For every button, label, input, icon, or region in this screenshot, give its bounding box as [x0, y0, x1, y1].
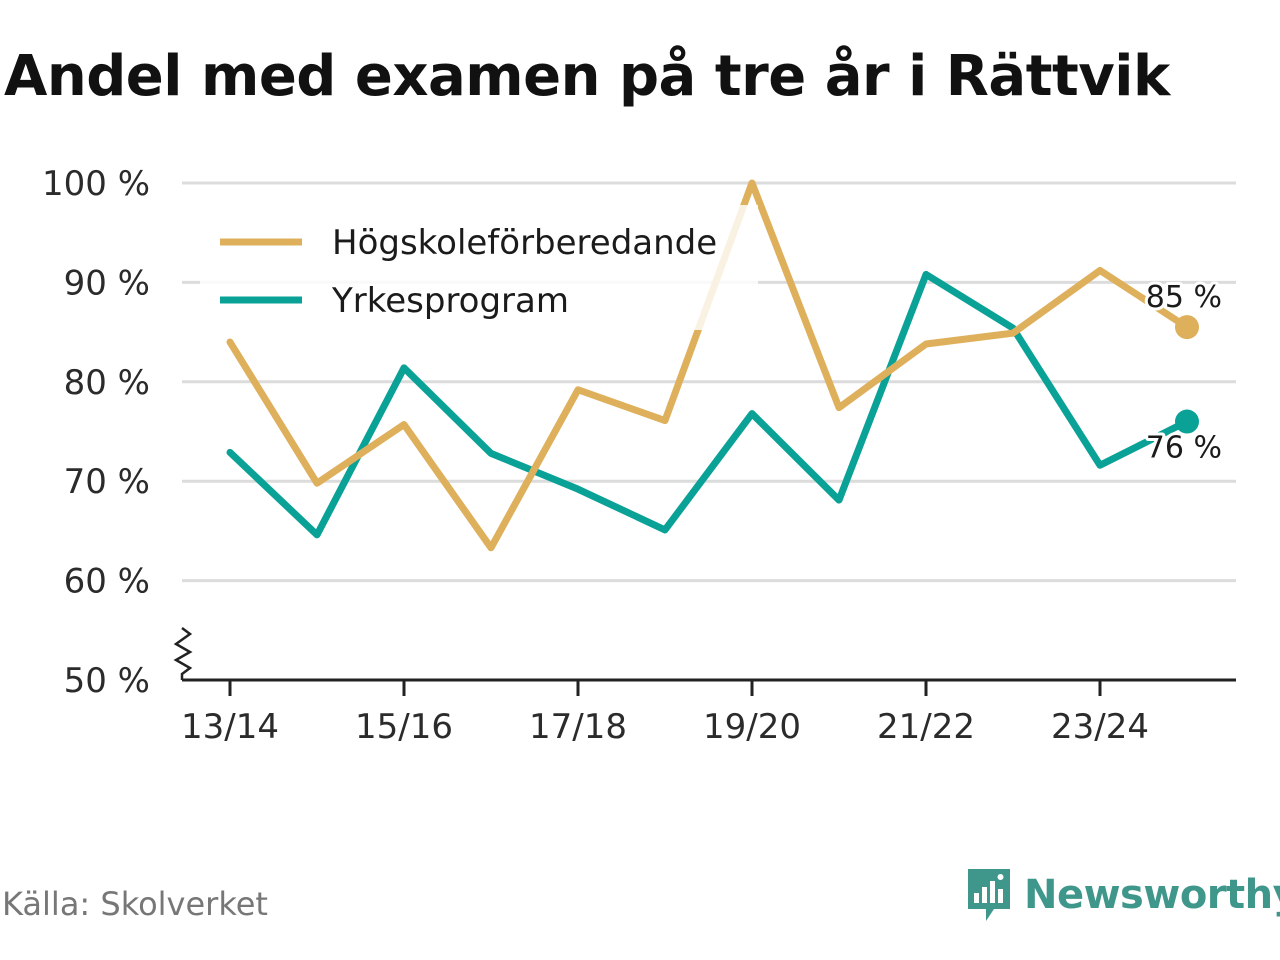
- data-point: [835, 496, 843, 504]
- data-point: [313, 531, 321, 539]
- data-point: [1009, 329, 1017, 337]
- x-tick-label: 17/18: [529, 707, 627, 747]
- end-marker[interactable]: [1175, 409, 1199, 434]
- data-point: [400, 364, 408, 372]
- y-tick-label: 70 %: [64, 462, 150, 502]
- end-label: 76 %: [1146, 431, 1222, 466]
- data-point: [400, 421, 408, 429]
- data-point: [313, 479, 321, 487]
- bar-chart-speech-bubble-icon: [968, 869, 1010, 921]
- x-tick-label: 21/22: [877, 707, 975, 747]
- data-point: [487, 544, 495, 552]
- data-point: [1096, 266, 1104, 274]
- data-point: [661, 526, 669, 534]
- y-tick-label: 60 %: [64, 562, 150, 602]
- data-point: [922, 340, 930, 348]
- data-point: [574, 485, 582, 493]
- legend-label[interactable]: Högskoleförberedande: [332, 223, 717, 263]
- brand-name: Newsworthy: [1024, 872, 1280, 918]
- x-tick-label: 19/20: [703, 707, 801, 747]
- axis-break-icon: [173, 627, 193, 680]
- data-point: [661, 417, 669, 425]
- y-tick-label: 50 %: [64, 661, 150, 701]
- x-tick-label: 23/24: [1051, 707, 1149, 747]
- y-tick-label: 90 %: [64, 263, 150, 303]
- data-point: [1096, 461, 1104, 469]
- data-point: [835, 404, 843, 412]
- source-note: Källa: Skolverket: [2, 885, 268, 923]
- data-point: [226, 448, 234, 456]
- legend[interactable]: Högskoleförberedande Yrkesprogram: [200, 205, 758, 330]
- y-tick-label: 80 %: [64, 363, 150, 403]
- end-label: 85 %: [1146, 280, 1222, 315]
- series-line-yrkesprogram: [226, 270, 1191, 539]
- data-point: [748, 410, 756, 418]
- end-marker[interactable]: [1175, 315, 1199, 340]
- legend-label[interactable]: Yrkesprogram: [331, 281, 569, 321]
- legend-background: [200, 205, 758, 330]
- data-point: [574, 386, 582, 394]
- chart-title: Andel med examen på tre år i Rättvik: [4, 44, 1170, 109]
- brand-logo[interactable]: Newsworthy: [964, 862, 1280, 928]
- data-point: [922, 270, 930, 278]
- x-tick-label: 15/16: [355, 707, 453, 747]
- data-point: [487, 449, 495, 457]
- data-point: [748, 179, 756, 187]
- axes: 50 % 60 % 70 % 80 % 90 % 100 % 13/14 15/16 17/18…: [42, 164, 1236, 747]
- y-tick-label: 100 %: [42, 164, 150, 204]
- x-tick-label: 13/14: [181, 707, 279, 747]
- data-point: [226, 338, 234, 346]
- end-labels: 85 % 76 %: [1143, 277, 1225, 468]
